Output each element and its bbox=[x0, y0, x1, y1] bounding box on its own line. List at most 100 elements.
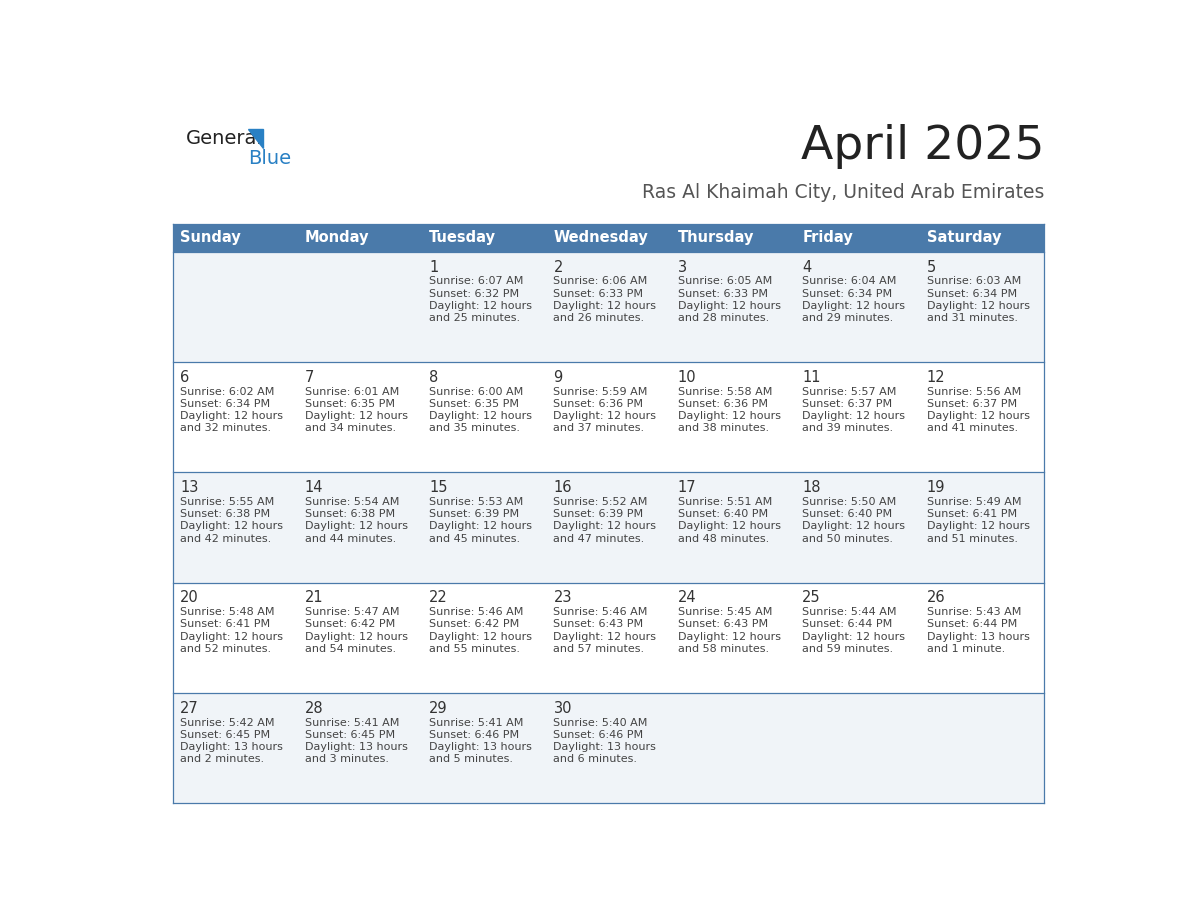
Text: Sunset: 6:40 PM: Sunset: 6:40 PM bbox=[802, 509, 892, 520]
Text: and 59 minutes.: and 59 minutes. bbox=[802, 644, 893, 654]
Text: Sunrise: 5:51 AM: Sunrise: 5:51 AM bbox=[678, 497, 772, 507]
Text: and 1 minute.: and 1 minute. bbox=[927, 644, 1005, 654]
Bar bbox=[796, 224, 920, 252]
Text: 17: 17 bbox=[678, 480, 696, 495]
Text: Daylight: 12 hours: Daylight: 12 hours bbox=[678, 411, 781, 421]
Text: Sunset: 6:40 PM: Sunset: 6:40 PM bbox=[678, 509, 767, 520]
Text: General: General bbox=[185, 129, 263, 149]
Bar bbox=[546, 224, 671, 252]
Text: 4: 4 bbox=[802, 260, 811, 274]
Text: Sunrise: 5:58 AM: Sunrise: 5:58 AM bbox=[678, 386, 772, 397]
Text: Saturday: Saturday bbox=[927, 230, 1001, 245]
Text: Sunset: 6:38 PM: Sunset: 6:38 PM bbox=[181, 509, 270, 520]
Text: Sunrise: 5:52 AM: Sunrise: 5:52 AM bbox=[554, 497, 647, 507]
Text: Sunrise: 5:43 AM: Sunrise: 5:43 AM bbox=[927, 608, 1022, 617]
Text: and 28 minutes.: and 28 minutes. bbox=[678, 313, 769, 323]
Text: Daylight: 13 hours: Daylight: 13 hours bbox=[927, 632, 1030, 642]
Text: Sunset: 6:35 PM: Sunset: 6:35 PM bbox=[429, 399, 519, 409]
Text: Sunset: 6:33 PM: Sunset: 6:33 PM bbox=[554, 288, 644, 298]
Text: Sunrise: 6:06 AM: Sunrise: 6:06 AM bbox=[554, 276, 647, 286]
Text: 10: 10 bbox=[678, 370, 696, 385]
Text: 21: 21 bbox=[304, 590, 323, 605]
Bar bbox=[173, 252, 1044, 362]
Text: Daylight: 12 hours: Daylight: 12 hours bbox=[554, 521, 657, 532]
Text: Daylight: 12 hours: Daylight: 12 hours bbox=[802, 521, 905, 532]
Text: Sunrise: 5:53 AM: Sunrise: 5:53 AM bbox=[429, 497, 523, 507]
Text: 5: 5 bbox=[927, 260, 936, 274]
Bar bbox=[173, 473, 1044, 583]
Text: 19: 19 bbox=[927, 480, 946, 495]
Text: and 50 minutes.: and 50 minutes. bbox=[802, 533, 893, 543]
Text: Sunset: 6:43 PM: Sunset: 6:43 PM bbox=[678, 620, 767, 630]
Text: Sunset: 6:34 PM: Sunset: 6:34 PM bbox=[802, 288, 892, 298]
Text: Sunset: 6:34 PM: Sunset: 6:34 PM bbox=[181, 399, 270, 409]
Text: Sunset: 6:39 PM: Sunset: 6:39 PM bbox=[554, 509, 644, 520]
Text: Daylight: 12 hours: Daylight: 12 hours bbox=[304, 411, 407, 421]
Text: Daylight: 12 hours: Daylight: 12 hours bbox=[554, 301, 657, 311]
Text: Sunrise: 6:05 AM: Sunrise: 6:05 AM bbox=[678, 276, 772, 286]
Text: and 44 minutes.: and 44 minutes. bbox=[304, 533, 396, 543]
Text: 8: 8 bbox=[429, 370, 438, 385]
Text: Sunset: 6:37 PM: Sunset: 6:37 PM bbox=[927, 399, 1017, 409]
Text: Daylight: 13 hours: Daylight: 13 hours bbox=[181, 742, 283, 752]
Text: and 51 minutes.: and 51 minutes. bbox=[927, 533, 1018, 543]
Text: Daylight: 12 hours: Daylight: 12 hours bbox=[429, 521, 532, 532]
Bar bbox=[298, 224, 422, 252]
Text: Sunset: 6:42 PM: Sunset: 6:42 PM bbox=[304, 620, 394, 630]
Text: 14: 14 bbox=[304, 480, 323, 495]
Text: 25: 25 bbox=[802, 590, 821, 605]
Text: Daylight: 12 hours: Daylight: 12 hours bbox=[429, 632, 532, 642]
Text: Daylight: 12 hours: Daylight: 12 hours bbox=[554, 632, 657, 642]
Text: 16: 16 bbox=[554, 480, 571, 495]
Text: Sunrise: 5:54 AM: Sunrise: 5:54 AM bbox=[304, 497, 399, 507]
Bar bbox=[173, 224, 298, 252]
Text: Daylight: 12 hours: Daylight: 12 hours bbox=[554, 411, 657, 421]
Text: and 38 minutes.: and 38 minutes. bbox=[678, 423, 769, 433]
Text: Sunset: 6:43 PM: Sunset: 6:43 PM bbox=[554, 620, 644, 630]
Polygon shape bbox=[248, 129, 264, 148]
Text: 22: 22 bbox=[429, 590, 448, 605]
Text: Sunrise: 6:02 AM: Sunrise: 6:02 AM bbox=[181, 386, 274, 397]
Text: Daylight: 12 hours: Daylight: 12 hours bbox=[181, 411, 283, 421]
Text: Sunrise: 5:56 AM: Sunrise: 5:56 AM bbox=[927, 386, 1020, 397]
Text: Daylight: 12 hours: Daylight: 12 hours bbox=[927, 301, 1030, 311]
Text: Sunset: 6:35 PM: Sunset: 6:35 PM bbox=[304, 399, 394, 409]
Text: and 45 minutes.: and 45 minutes. bbox=[429, 533, 520, 543]
Text: Sunset: 6:36 PM: Sunset: 6:36 PM bbox=[678, 399, 767, 409]
Text: and 34 minutes.: and 34 minutes. bbox=[304, 423, 396, 433]
Text: 6: 6 bbox=[181, 370, 189, 385]
Text: 26: 26 bbox=[927, 590, 946, 605]
Text: 18: 18 bbox=[802, 480, 821, 495]
Text: Sunrise: 5:41 AM: Sunrise: 5:41 AM bbox=[304, 718, 399, 728]
Text: Sunrise: 5:49 AM: Sunrise: 5:49 AM bbox=[927, 497, 1022, 507]
Text: 20: 20 bbox=[181, 590, 198, 605]
Text: 28: 28 bbox=[304, 700, 323, 716]
Text: 2: 2 bbox=[554, 260, 563, 274]
Text: 9: 9 bbox=[554, 370, 563, 385]
Text: and 58 minutes.: and 58 minutes. bbox=[678, 644, 769, 654]
Text: Ras Al Khaimah City, United Arab Emirates: Ras Al Khaimah City, United Arab Emirate… bbox=[642, 184, 1044, 202]
Text: Sunset: 6:46 PM: Sunset: 6:46 PM bbox=[554, 730, 644, 740]
Text: and 26 minutes.: and 26 minutes. bbox=[554, 313, 645, 323]
Bar bbox=[173, 693, 1044, 803]
Text: Blue: Blue bbox=[248, 150, 291, 168]
Text: Sunrise: 5:46 AM: Sunrise: 5:46 AM bbox=[554, 608, 647, 617]
Text: 30: 30 bbox=[554, 700, 571, 716]
Bar bbox=[920, 224, 1044, 252]
Text: Sunrise: 6:00 AM: Sunrise: 6:00 AM bbox=[429, 386, 523, 397]
Text: Sunset: 6:34 PM: Sunset: 6:34 PM bbox=[927, 288, 1017, 298]
Text: Tuesday: Tuesday bbox=[429, 230, 497, 245]
Text: Sunset: 6:46 PM: Sunset: 6:46 PM bbox=[429, 730, 519, 740]
Text: Sunrise: 5:50 AM: Sunrise: 5:50 AM bbox=[802, 497, 897, 507]
Text: Sunrise: 5:55 AM: Sunrise: 5:55 AM bbox=[181, 497, 274, 507]
Text: Sunset: 6:33 PM: Sunset: 6:33 PM bbox=[678, 288, 767, 298]
Text: 15: 15 bbox=[429, 480, 448, 495]
Text: Daylight: 12 hours: Daylight: 12 hours bbox=[927, 521, 1030, 532]
Text: Sunset: 6:44 PM: Sunset: 6:44 PM bbox=[802, 620, 892, 630]
Text: Daylight: 12 hours: Daylight: 12 hours bbox=[429, 411, 532, 421]
Text: and 3 minutes.: and 3 minutes. bbox=[304, 754, 388, 764]
Text: Sunday: Sunday bbox=[181, 230, 241, 245]
Text: 1: 1 bbox=[429, 260, 438, 274]
Text: Daylight: 12 hours: Daylight: 12 hours bbox=[181, 521, 283, 532]
Text: Sunset: 6:41 PM: Sunset: 6:41 PM bbox=[927, 509, 1017, 520]
